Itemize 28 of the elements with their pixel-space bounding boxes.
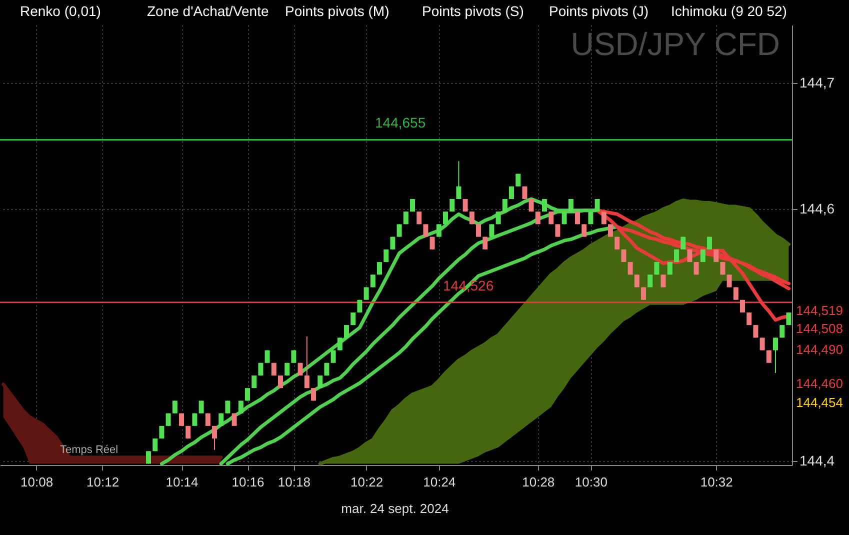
x-tick-label: 10:32 [700, 474, 733, 490]
ref-line-label: 144,655 [375, 114, 426, 131]
x-tick-label: 10:28 [522, 474, 555, 490]
x-tick-label: 10:16 [232, 474, 264, 490]
text: Ichimoku (9 20 52) [671, 3, 787, 19]
text: Points pivots (M) [285, 3, 390, 19]
text: 144,454 [796, 395, 843, 410]
x-tick-label: 10:18 [278, 474, 310, 490]
x-tick-label: 10:08 [20, 474, 54, 490]
annotation: Temps Réel [60, 444, 118, 456]
y-tick-label: 144,4 [800, 452, 835, 469]
text: Points pivots (S) [422, 3, 524, 19]
chart-title: USD/JPY CFD [570, 26, 780, 62]
text: 144,519 [796, 303, 843, 318]
text: Zone d'Achat/Vente [147, 3, 269, 19]
text: mar. 24 sept. 2024 [341, 501, 449, 516]
text: 144,508 [796, 321, 843, 336]
y-tick-label: 144,6 [800, 200, 835, 217]
x-tick-label: 10:30 [574, 474, 608, 490]
x-tick-label: 10:14 [166, 474, 198, 490]
y-tick-label: 144,7 [800, 74, 835, 90]
x-tick-label: 10:22 [350, 474, 384, 490]
x-tick-label: 10:24 [423, 474, 456, 490]
text: 144,460 [796, 376, 843, 391]
text: 144,490 [796, 342, 843, 357]
x-tick-label: 10:12 [86, 474, 120, 490]
text: Renko (0,01) [20, 3, 101, 19]
text: Points pivots (J) [549, 3, 649, 19]
